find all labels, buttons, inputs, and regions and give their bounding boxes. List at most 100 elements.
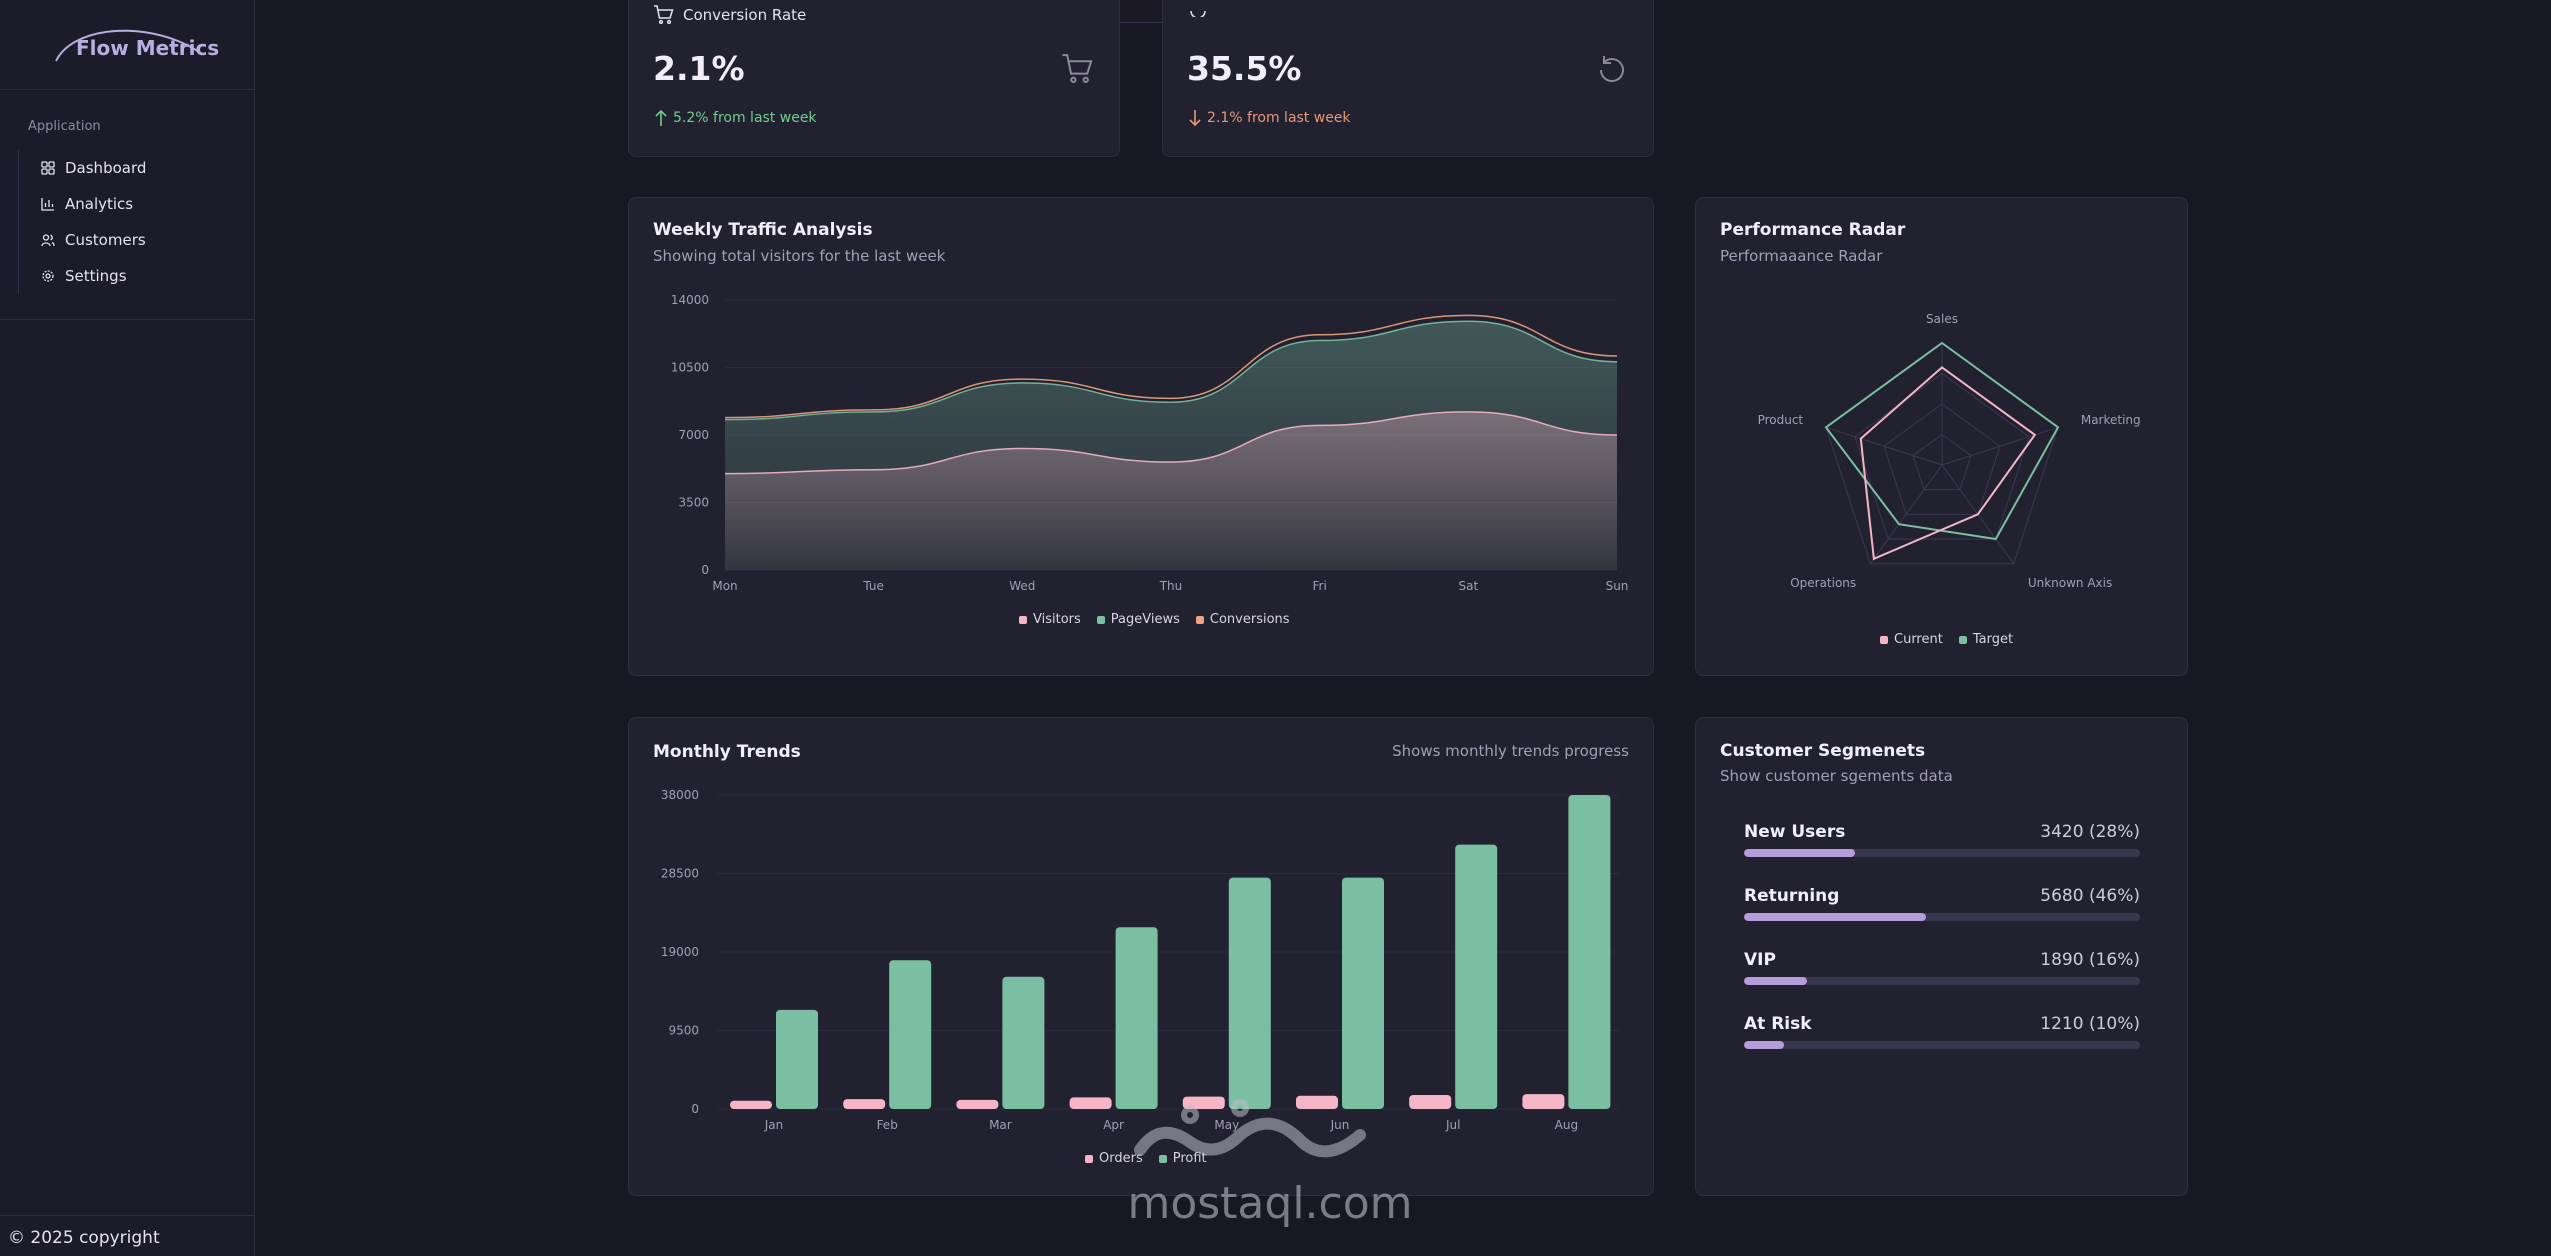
legend-current[interactable]: Current — [1880, 632, 1943, 647]
segment-progress-track — [1744, 913, 2140, 921]
segment-name: New Users — [1744, 822, 1846, 842]
legend-target[interactable]: Target — [1958, 632, 2014, 647]
cart-icon — [1061, 53, 1095, 89]
y-tick-label: 0 — [691, 1102, 699, 1116]
legend-conversions[interactable]: Conversions — [1195, 612, 1290, 627]
y-tick-label: 3500 — [678, 496, 709, 510]
legend-label: Profit — [1172, 1151, 1207, 1166]
x-tick-label: Mar — [989, 1118, 1012, 1132]
monthly-bar-chart: 0 9500 19000 28500 38000 Jan Feb Mar Apr May Jun Ju… — [661, 788, 1619, 1132]
x-tick-label: Aug — [1555, 1118, 1578, 1132]
y-tick-label: 9500 — [668, 1024, 699, 1038]
x-tick-label: Sun — [1606, 579, 1629, 593]
monthly-legend: Orders Profit — [1085, 1151, 1207, 1166]
sidebar-item-label: Dashboard — [65, 159, 147, 177]
sidebar-item-dashboard[interactable]: Dashboard — [19, 150, 238, 186]
sidebar-item-customers[interactable]: Customers — [19, 222, 238, 258]
bar-profit — [889, 960, 932, 1109]
x-tick-label: Fri — [1313, 579, 1327, 593]
x-tick-label: Feb — [877, 1118, 898, 1132]
legend-label: Target — [1972, 632, 2014, 647]
bar-orders — [1182, 1096, 1225, 1109]
segments-title: Customer Segmenets — [1720, 741, 1926, 761]
segment-row: Returning 5680 (46%) — [1744, 886, 2140, 921]
radar-card: Performance Radar Performaaance Radar Sa… — [1695, 197, 2188, 676]
traffic-title: Weekly Traffic Analysis — [653, 220, 873, 240]
segment-value: 1890 (16%) — [2040, 950, 2140, 970]
y-tick-label: 28500 — [661, 867, 699, 881]
y-tick-label: 38000 — [661, 788, 699, 802]
radar-axis-label: Marketing — [2081, 413, 2141, 427]
stat-value: 35.5% — [1187, 49, 1302, 88]
bar-profit — [1002, 976, 1045, 1109]
legend-label: Current — [1894, 632, 1943, 647]
bar-profit — [1342, 877, 1384, 1109]
legend-visitors[interactable]: Visitors — [1019, 612, 1081, 627]
legend-label: Conversions — [1209, 612, 1290, 627]
segment-value: 3420 (28%) — [2040, 822, 2140, 842]
radar-legend: Current Target — [1880, 632, 2013, 647]
segments-card: Customer Segmenets Show customer sgement… — [1695, 717, 2188, 1196]
bar-orders — [956, 1099, 999, 1109]
sidebar-item-label: Settings — [65, 267, 127, 285]
legend-label: Orders — [1099, 1151, 1143, 1166]
radar-subtitle: Performaaance Radar — [1720, 247, 1883, 265]
cart-icon — [654, 5, 674, 25]
bar-orders — [1522, 1094, 1565, 1109]
radar-title: Performance Radar — [1720, 220, 1906, 240]
x-tick-label: Tue — [862, 579, 884, 593]
y-tick-label: 7000 — [678, 428, 709, 442]
legend-orders[interactable]: Orders — [1085, 1151, 1143, 1166]
stat-delta-text: 2.1% from last week — [1207, 110, 1351, 126]
grid-icon — [41, 161, 55, 175]
stat-delta: 2.1% from last week — [1189, 109, 1351, 127]
stat-delta-text: 5.2% from last week — [673, 110, 817, 126]
logo[interactable]: Flow Metrics — [0, 0, 255, 90]
x-tick-label: Jun — [1330, 1118, 1350, 1132]
radar-grid-ring — [1854, 372, 2030, 540]
y-tick-label: 14000 — [671, 293, 709, 307]
stat-label — [1187, 1, 1217, 17]
x-tick-label: Mon — [712, 579, 737, 593]
sidebar-item-analytics[interactable]: Analytics — [19, 186, 238, 222]
y-tick-label: 0 — [701, 563, 709, 577]
arrow-up-icon — [655, 109, 667, 126]
users-icon — [41, 234, 55, 247]
segment-progress-track — [1744, 1041, 2140, 1049]
legend-profit[interactable]: Profit — [1158, 1151, 1207, 1166]
watermark-text: mostaql.com — [1127, 1178, 1412, 1229]
radar-axis-label: Product — [1758, 413, 1804, 427]
x-tick-label: Sat — [1458, 579, 1478, 593]
stat-value: 2.1% — [653, 49, 745, 88]
gear-icon — [42, 270, 54, 282]
segment-progress-fill — [1744, 1041, 1784, 1049]
x-tick-label: Jul — [1445, 1118, 1460, 1132]
segment-progress-track — [1744, 849, 2140, 857]
sidebar-item-label: Customers — [65, 231, 146, 249]
monthly-subtitle: Shows monthly trends progress — [1392, 742, 1629, 760]
segment-progress-fill — [1744, 913, 1927, 921]
segment-name: VIP — [1744, 950, 1776, 970]
legend-label: Visitors — [1033, 612, 1081, 627]
x-tick-label: Wed — [1009, 579, 1035, 593]
x-tick-label: Apr — [1103, 1118, 1124, 1132]
legend-pageviews[interactable]: PageViews — [1096, 612, 1180, 627]
sidebar-item-settings[interactable]: Settings — [19, 258, 238, 294]
radar-axis-line — [1941, 426, 2059, 466]
traffic-card: Weekly Traffic Analysis Showing total vi… — [628, 197, 1654, 676]
sidebar-divider — [0, 319, 255, 320]
radar-chart: Sales Marketing Unknown Axis Operations Prod… — [1758, 312, 2141, 590]
stat-card-retention: 35.5% 2.1% from last week — [1162, 0, 1654, 157]
series-line-conversions — [724, 314, 1618, 419]
x-tick-label: Jan — [764, 1118, 784, 1132]
y-tick-label: 10500 — [671, 361, 709, 375]
clock-icon — [1190, 10, 1206, 17]
legend-label: PageViews — [1110, 612, 1180, 627]
sidebar-item-label: Analytics — [65, 195, 134, 213]
radar-grid-ring — [1912, 433, 1972, 491]
bar-profit — [776, 1009, 818, 1109]
segment-row: At Risk 1210 (10%) — [1744, 1014, 2140, 1049]
sidebar-nav: Dashboard Analytics Customers Settings — [18, 150, 238, 294]
bar-profit — [1115, 927, 1158, 1109]
stat-label-text: Conversion Rate — [683, 6, 807, 24]
